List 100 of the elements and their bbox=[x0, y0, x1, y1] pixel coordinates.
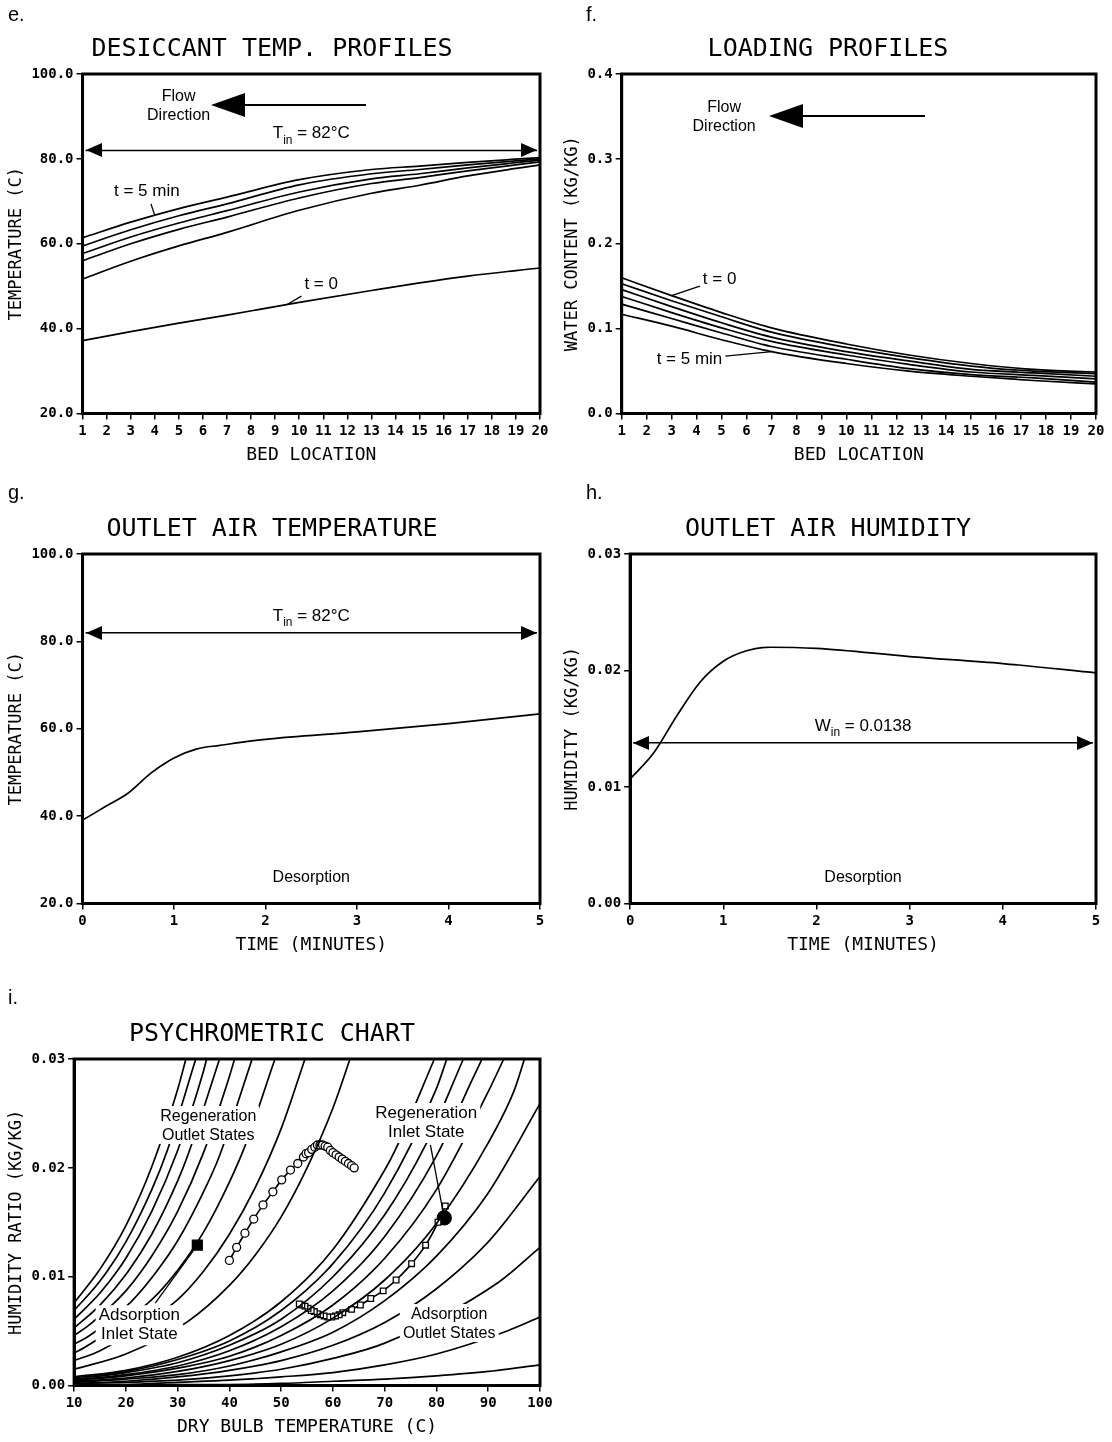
y-tick-label: 0.00 bbox=[31, 1376, 66, 1393]
x-tick-label: 2 bbox=[261, 911, 270, 928]
chart-title: PSYCHROMETRIC CHART bbox=[129, 1017, 415, 1047]
text: f. bbox=[586, 2, 598, 26]
x-tick-label: 19 bbox=[1062, 421, 1080, 438]
y-tick-label: 60.0 bbox=[39, 719, 74, 736]
x-tick-label: 5 bbox=[174, 421, 184, 438]
x-tick-label: 0 bbox=[78, 911, 87, 928]
x-tick-label: 18 bbox=[1037, 421, 1055, 438]
annotation: t = 0 bbox=[304, 274, 338, 293]
y-tick-label: 0.01 bbox=[31, 1267, 66, 1284]
y-axis-title: HUMIDITY RATIO (KG/KG) bbox=[4, 1109, 25, 1335]
x-tick-label: 3 bbox=[667, 421, 676, 438]
x-tick-label: 4 bbox=[444, 911, 453, 928]
annotation: Regeneration Inlet State bbox=[375, 1102, 478, 1141]
annotation: Adsorption Outlet States bbox=[399, 1303, 499, 1342]
chart-title: OUTLET AIR TEMPERATURE bbox=[106, 512, 438, 542]
y-axis-title: HUMIDITY (KG/KG) bbox=[560, 646, 581, 811]
x-tick-label: 80 bbox=[428, 1393, 445, 1410]
x-tick-label: 10 bbox=[290, 421, 308, 438]
y-tick-label: 40.0 bbox=[39, 806, 74, 823]
y-tick-label: 0.02 bbox=[587, 661, 622, 678]
y-tick-label: 80.0 bbox=[39, 149, 74, 166]
x-tick-label: 12 bbox=[338, 421, 356, 438]
x-axis-title: BED LOCATION bbox=[246, 442, 377, 464]
x-tick-label: 12 bbox=[887, 421, 905, 438]
y-tick-label: 20.0 bbox=[39, 404, 74, 421]
annotation: Adsorption Inlet State bbox=[98, 1305, 180, 1344]
x-tick-label: 2 bbox=[102, 421, 111, 438]
x-tick-label: 19 bbox=[507, 421, 525, 438]
annotation: Flow Direction bbox=[144, 85, 214, 124]
chart-title: OUTLET AIR HUMIDITY bbox=[685, 512, 971, 542]
text: i. bbox=[8, 985, 18, 1009]
x-tick-label: 6 bbox=[198, 421, 208, 438]
x-tick-label: 6 bbox=[742, 421, 751, 438]
x-tick-label: 9 bbox=[817, 421, 826, 438]
x-tick-label: 1 bbox=[169, 911, 179, 928]
annotation: Flow Direction bbox=[689, 97, 759, 136]
y-axis-title: TEMPERATURE (C) bbox=[4, 167, 25, 321]
y-tick-label: 0.4 bbox=[587, 64, 613, 81]
x-axis-title: TIME (MINUTES) bbox=[235, 932, 388, 954]
x-tick-label: 14 bbox=[387, 421, 404, 438]
text: g. bbox=[8, 480, 25, 504]
y-tick-label: 0.1 bbox=[587, 319, 613, 336]
y-tick-label: 0.01 bbox=[587, 777, 622, 794]
chart-title: LOADING PROFILES bbox=[707, 32, 949, 62]
x-tick-label: 17 bbox=[1012, 421, 1030, 438]
chart-title: DESICCANT TEMP. PROFILES bbox=[91, 32, 453, 62]
x-tick-label: 4 bbox=[998, 911, 1008, 928]
x-tick-label: 15 bbox=[411, 421, 429, 438]
y-tick-label: 20.0 bbox=[39, 894, 74, 911]
x-tick-label: 70 bbox=[376, 1393, 394, 1410]
annotation: t = 5 min bbox=[656, 349, 723, 369]
x-tick-label: 4 bbox=[150, 421, 159, 438]
annotation: Regeneration Outlet States bbox=[157, 1106, 260, 1145]
x-tick-label: 1 bbox=[78, 421, 87, 438]
x-tick-label: 11 bbox=[862, 421, 880, 438]
x-tick-label: 3 bbox=[352, 911, 362, 928]
y-tick-label: 0.03 bbox=[31, 1049, 66, 1066]
x-tick-label: 2 bbox=[812, 911, 821, 928]
x-tick-label: 8 bbox=[792, 421, 801, 438]
x-axis-title: DRY BULB TEMPERATURE (C) bbox=[177, 1414, 438, 1436]
x-tick-label: 16 bbox=[435, 421, 453, 438]
x-tick-label: 14 bbox=[937, 421, 955, 438]
x-tick-label: 40 bbox=[220, 1393, 238, 1410]
x-tick-label: 20 bbox=[1087, 421, 1105, 438]
y-tick-label: 0.02 bbox=[31, 1158, 66, 1175]
x-tick-label: 100 bbox=[527, 1393, 553, 1410]
x-tick-label: 20 bbox=[117, 1393, 135, 1410]
annotation: Desorption bbox=[821, 866, 905, 886]
x-tick-label: 13 bbox=[363, 421, 380, 438]
y-axis-title: TEMPERATURE (C) bbox=[4, 652, 25, 806]
x-tick-label: 18 bbox=[483, 421, 501, 438]
x-tick-label: 10 bbox=[837, 421, 855, 438]
x-tick-label: 16 bbox=[987, 421, 1005, 438]
x-tick-label: 30 bbox=[169, 1393, 187, 1410]
annotation: Desorption bbox=[269, 866, 353, 886]
x-axis-title: BED LOCATION bbox=[793, 442, 924, 464]
annotation: t = 0 bbox=[702, 269, 737, 289]
x-tick-label: 20 bbox=[531, 421, 549, 438]
x-tick-label: 11 bbox=[314, 421, 332, 438]
x-tick-label: 15 bbox=[962, 421, 980, 438]
x-tick-label: 0 bbox=[625, 911, 635, 928]
x-tick-label: 10 bbox=[65, 1393, 83, 1410]
annotation: t = 5 min bbox=[113, 180, 180, 200]
y-axis-title: WATER CONTENT (KG/KG) bbox=[560, 136, 581, 352]
x-tick-label: 17 bbox=[459, 421, 477, 438]
x-axis-title: TIME (MINUTES) bbox=[787, 932, 939, 954]
x-tick-label: 1 bbox=[719, 911, 728, 928]
y-tick-label: 0.0 bbox=[587, 404, 613, 421]
y-tick-label: 100.0 bbox=[31, 544, 74, 561]
x-tick-label: 5 bbox=[717, 421, 726, 438]
x-tick-label: 3 bbox=[905, 911, 914, 928]
y-tick-label: 80.0 bbox=[39, 632, 74, 649]
y-tick-label: 0.00 bbox=[587, 894, 622, 911]
text: e. bbox=[8, 2, 25, 26]
x-tick-label: 4 bbox=[692, 421, 701, 438]
text: h. bbox=[586, 480, 603, 504]
x-tick-label: 3 bbox=[126, 421, 135, 438]
y-tick-label: 0.2 bbox=[587, 234, 613, 251]
